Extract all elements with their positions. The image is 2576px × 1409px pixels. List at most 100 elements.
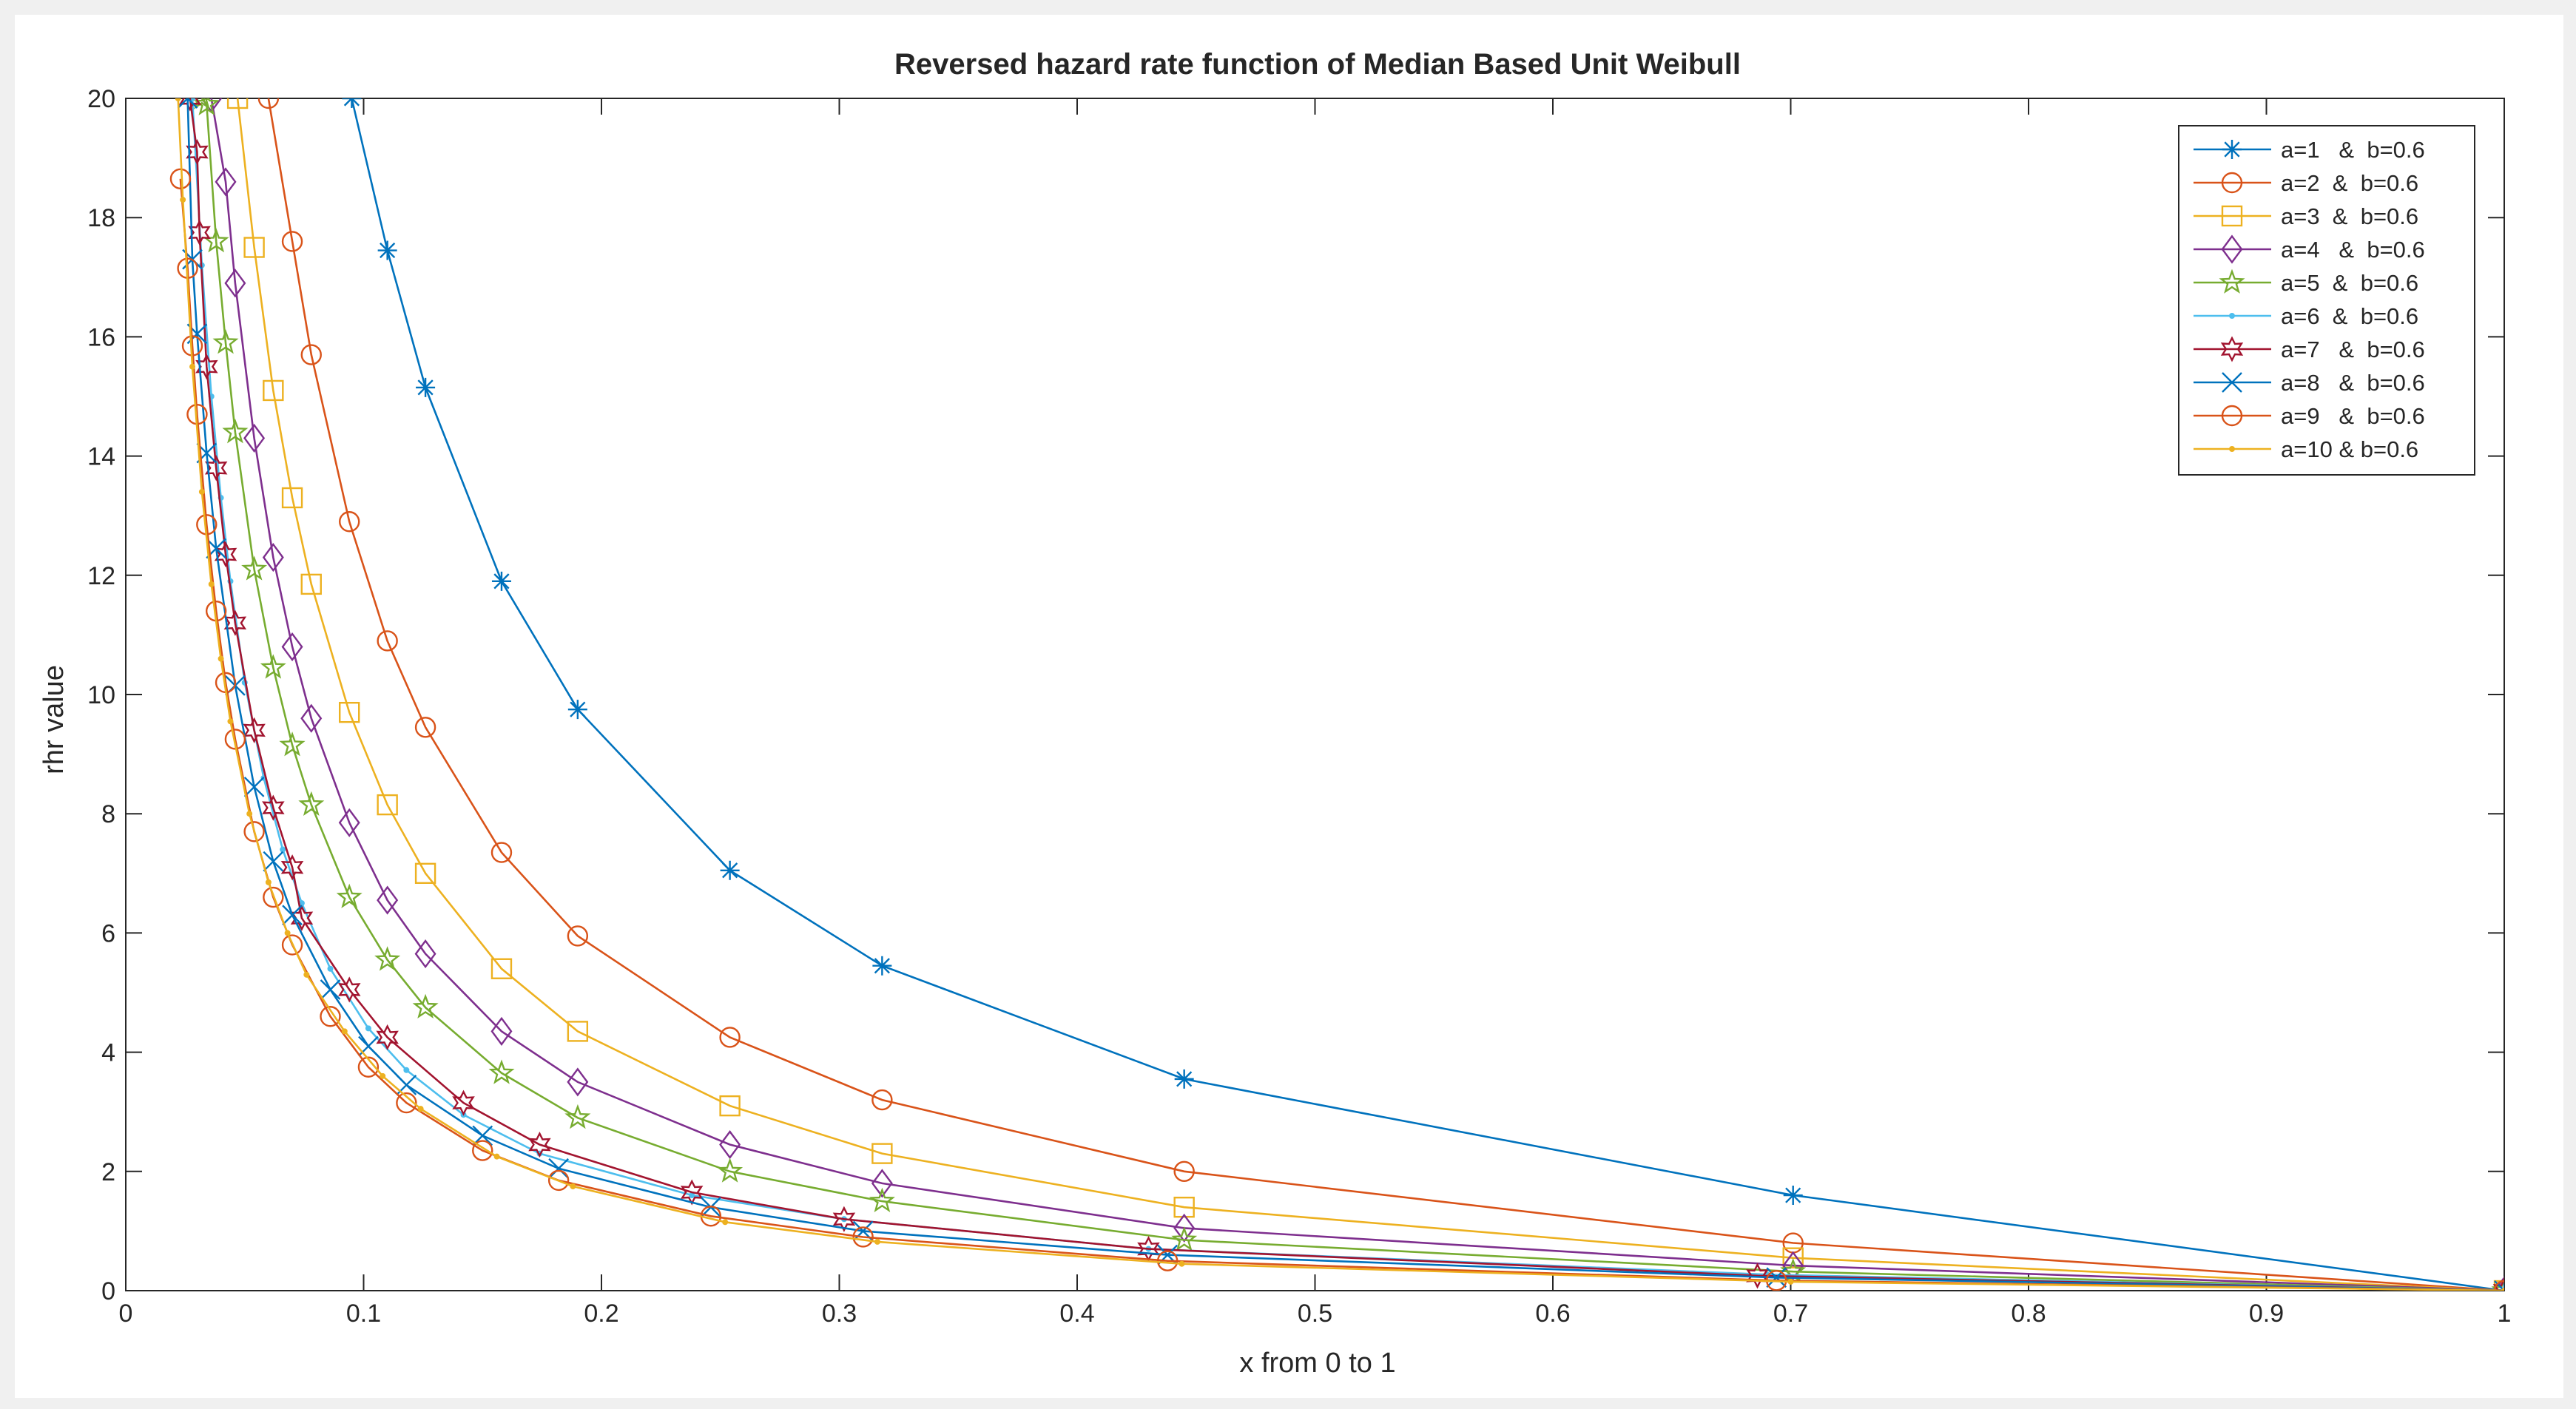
- series-point: [300, 573, 322, 595]
- legend: a=1 & b=0.6 a=2 & b=0.6 a=3 & b=0.6 a=4 & b…: [2178, 125, 2475, 476]
- series-point: [377, 794, 398, 816]
- series-point: [357, 1056, 380, 1078]
- series-10: [175, 98, 2504, 1291]
- series-point: [872, 956, 892, 976]
- legend-entry: a=5 & b=0.6: [2194, 268, 2418, 296]
- series-point: [567, 925, 589, 947]
- series-point: [719, 1129, 741, 1160]
- series-point: [493, 1153, 500, 1160]
- y-tick-label: 2: [101, 1158, 115, 1186]
- series-point: [414, 939, 436, 969]
- series-point: [226, 98, 249, 109]
- series-point: [1171, 1226, 1198, 1251]
- series-point: [339, 511, 360, 533]
- x-tick-label: 0.7: [1773, 1300, 1808, 1328]
- series-point: [1783, 1186, 1803, 1206]
- series-point: [327, 965, 334, 972]
- series-point: [280, 854, 304, 881]
- series-3: [226, 98, 2504, 1291]
- legend-marker: [2221, 405, 2243, 427]
- y-tick-label: 18: [87, 204, 115, 232]
- series-4: [200, 98, 2504, 1291]
- series-point: [564, 1104, 591, 1129]
- x-tick-label: 0: [119, 1300, 133, 1328]
- series-line: [210, 98, 2504, 1291]
- y-tick-label: 8: [101, 800, 115, 828]
- series-point: [377, 240, 397, 260]
- series-point: [832, 1206, 856, 1232]
- legend-marker: [2221, 234, 2243, 264]
- series-point: [227, 718, 234, 725]
- series-point: [567, 700, 587, 720]
- series-point: [263, 851, 284, 872]
- series-point: [257, 98, 280, 109]
- legend-marker: [2229, 446, 2235, 452]
- y-tick-label: 6: [101, 919, 115, 947]
- series-point: [416, 377, 436, 397]
- series-point: [490, 1016, 513, 1046]
- x-tick-label: 1: [2498, 1300, 2512, 1328]
- series-point: [491, 571, 511, 591]
- series-point: [414, 862, 436, 885]
- series-line: [189, 98, 2504, 1291]
- legend-marker: [2222, 372, 2242, 393]
- legend-label: a=2 & b=0.6: [2281, 170, 2418, 196]
- plot-area: 0 0.1 0.2 0.3 0.4 0.5 0.6 0.7 0.8 0.9 102468101214…: [87, 85, 2512, 1328]
- series-point: [263, 379, 284, 402]
- series-point: [194, 98, 210, 109]
- series-point: [300, 703, 323, 733]
- series-point: [300, 344, 322, 365]
- legend-entry: a=9 & b=0.6: [2194, 403, 2425, 429]
- legend-label: a=7 & b=0.6: [2281, 337, 2425, 362]
- x-tick-label: 0.3: [822, 1300, 857, 1328]
- series-point: [570, 1183, 576, 1189]
- series-point: [452, 1089, 475, 1116]
- x-axis-label: x from 0 to 1: [1239, 1348, 1395, 1379]
- series-point: [279, 731, 306, 757]
- series-point: [198, 488, 205, 495]
- series-point: [871, 1143, 893, 1164]
- series-point: [852, 1226, 874, 1248]
- series-point: [177, 98, 198, 109]
- series-point: [281, 934, 303, 956]
- y-tick-label: 20: [87, 85, 115, 113]
- y-tick-label: 4: [101, 1039, 115, 1067]
- legend-marker: [2221, 172, 2243, 194]
- legend-entry: a=6 & b=0.6: [2194, 303, 2418, 329]
- series-line: [351, 98, 2504, 1291]
- series-point: [1782, 1247, 1804, 1268]
- series-point: [243, 717, 266, 743]
- series-point: [1766, 1267, 1787, 1288]
- series-point: [567, 1067, 589, 1097]
- series-point: [871, 1089, 893, 1111]
- y-tick-label: 10: [87, 681, 115, 709]
- series-point: [403, 1067, 410, 1073]
- series-point: [2492, 1277, 2504, 1291]
- series-point: [281, 231, 303, 252]
- legend-label: a=1 & b=0.6: [2281, 137, 2425, 163]
- series-layer: [169, 98, 2504, 1291]
- series-point: [717, 1158, 744, 1183]
- series-point: [1173, 1213, 1196, 1243]
- series-point: [871, 1169, 893, 1198]
- series-point: [243, 777, 265, 797]
- x-tick-label: 0.6: [1535, 1300, 1570, 1328]
- series-point: [412, 993, 439, 1018]
- legend-entry: a=1 & b=0.6: [2194, 137, 2425, 163]
- series-point: [215, 167, 237, 197]
- series-point: [490, 842, 513, 863]
- series-point: [472, 1125, 493, 1146]
- series-point: [528, 1131, 551, 1158]
- legend-marker: [2221, 205, 2243, 227]
- series-point: [1173, 1160, 1195, 1183]
- series-point: [338, 808, 360, 837]
- series-point: [186, 138, 209, 166]
- series-point: [188, 219, 211, 246]
- series-point: [377, 630, 398, 652]
- series-point: [303, 971, 310, 978]
- x-tick-label: 0.9: [2249, 1300, 2284, 1328]
- series-point: [341, 1028, 348, 1035]
- series-point: [208, 581, 215, 587]
- series-1: [342, 98, 2504, 1291]
